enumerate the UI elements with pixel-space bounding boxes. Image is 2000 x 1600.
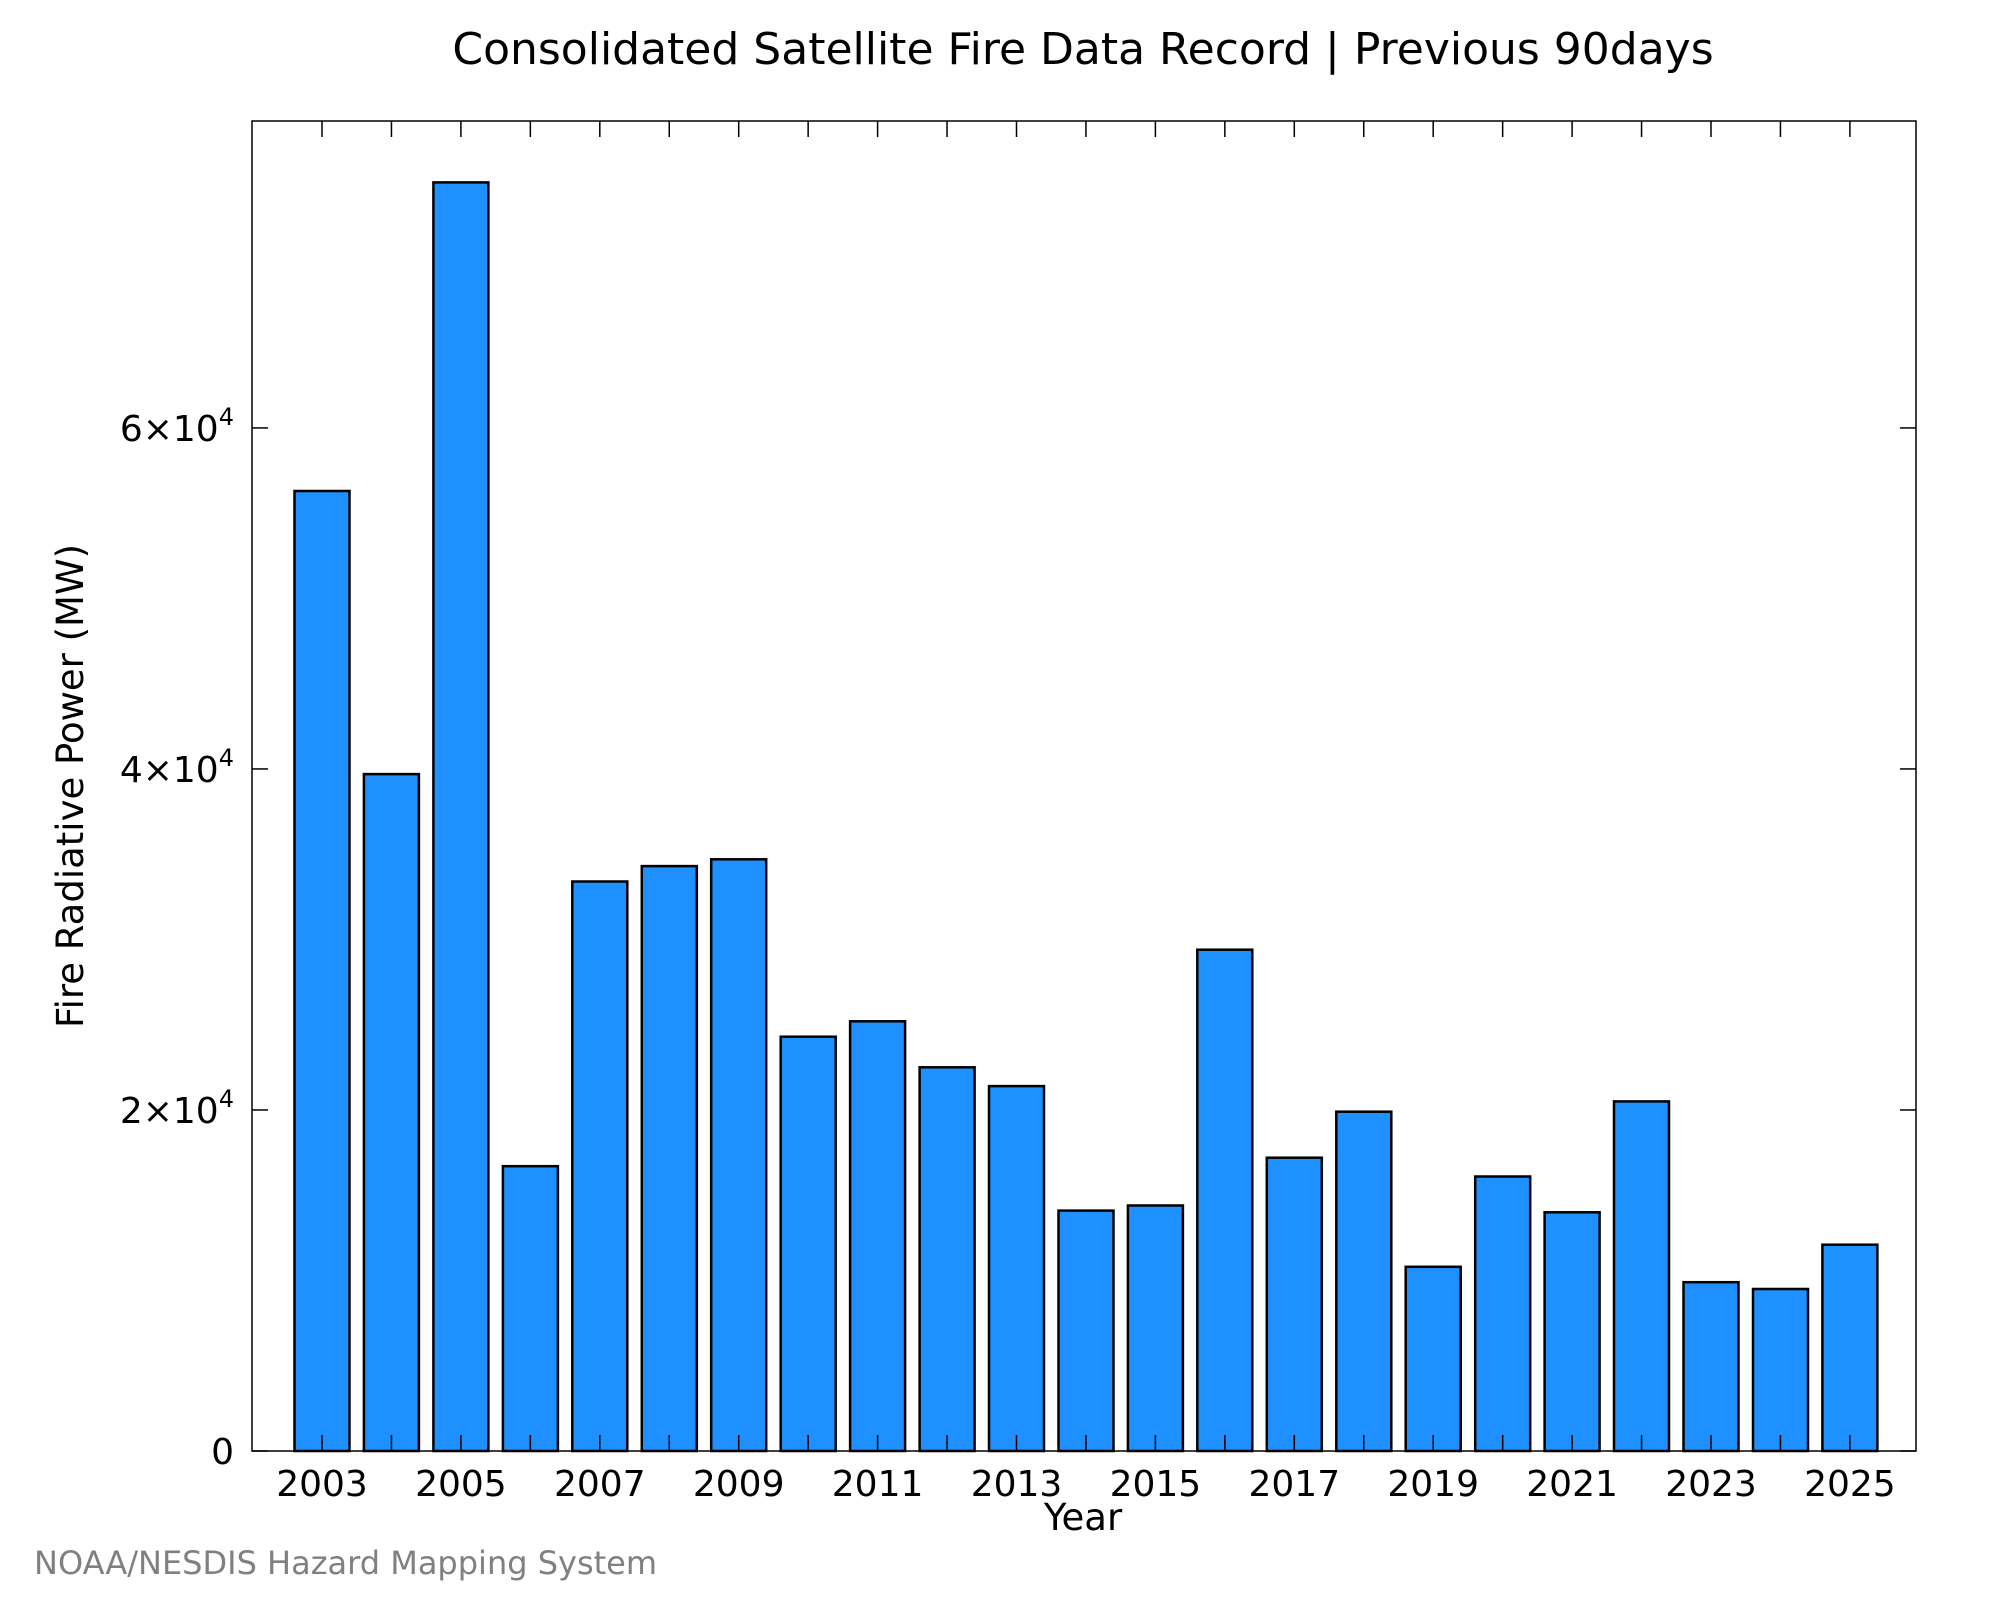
- x-tick-label-2017: 2017: [1248, 1464, 1340, 1505]
- x-tick-label-2019: 2019: [1387, 1464, 1479, 1505]
- plot-area: 2003 2005 2007 2009 2011 2013 2015 2017 2019 2021…: [120, 121, 1916, 1505]
- bar-2021: [1543, 1211, 1601, 1453]
- x-tick-label-2023: 2023: [1665, 1464, 1757, 1505]
- bar-2024: [1751, 1287, 1810, 1453]
- x-tick-label-2003: 2003: [276, 1464, 368, 1505]
- y-axis-label: Fire Radiative Power (MW): [49, 544, 92, 1028]
- bar-2010: [779, 1035, 837, 1453]
- bar-2018: [1335, 1110, 1393, 1453]
- x-tick-label-2007: 2007: [554, 1464, 646, 1505]
- x-tick-label-2015: 2015: [1110, 1464, 1202, 1505]
- credit-text: NOAA/NESDIS Hazard Mapping System: [34, 1544, 657, 1582]
- bar-2017: [1265, 1156, 1324, 1453]
- x-tick-label-2009: 2009: [693, 1464, 785, 1505]
- x-tick-label-2011: 2011: [832, 1464, 924, 1505]
- x-tick-label-2013: 2013: [971, 1464, 1063, 1505]
- bar-2016: [1196, 948, 1254, 1453]
- bar-2023: [1682, 1280, 1740, 1453]
- plot-frame: [251, 120, 1917, 1452]
- x-tick-label-2005: 2005: [415, 1464, 507, 1505]
- bar-2007: [571, 880, 629, 1453]
- x-axis-label: Year: [1043, 1496, 1123, 1539]
- y-tick-label-40000: 4×104: [120, 744, 234, 791]
- bar-2020: [1473, 1175, 1532, 1453]
- bar-2025: [1821, 1243, 1879, 1453]
- bar-2019: [1404, 1265, 1462, 1453]
- bar-2013: [987, 1084, 1046, 1453]
- bar-2003: [293, 489, 351, 1453]
- bar-2011: [848, 1020, 907, 1453]
- x-tick-label-2025: 2025: [1804, 1464, 1896, 1505]
- bar-2022: [1612, 1100, 1671, 1453]
- bar-2005: [432, 181, 490, 1453]
- bar-2009: [709, 858, 768, 1453]
- bar-2006: [501, 1164, 560, 1453]
- bar-2008: [640, 864, 699, 1453]
- bar-2012: [918, 1066, 976, 1453]
- y-tick-label-20000: 2×104: [120, 1085, 234, 1132]
- y-tick-label-0: 0: [211, 1432, 234, 1473]
- bar-2004: [362, 772, 421, 1453]
- x-tick-label-2021: 2021: [1526, 1464, 1618, 1505]
- y-tick-label-60000: 6×104: [120, 403, 234, 450]
- bar-2015: [1126, 1204, 1185, 1453]
- chart-title: Consolidated Satellite Fire Data Record …: [452, 24, 1713, 75]
- bar-2014: [1057, 1209, 1115, 1453]
